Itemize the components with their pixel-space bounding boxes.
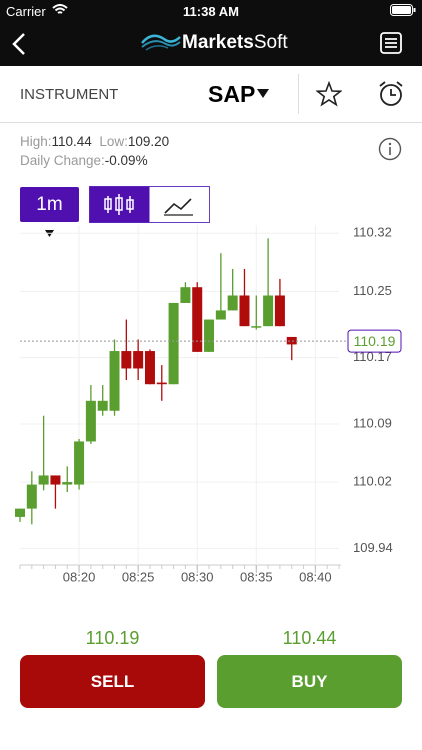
candle-body bbox=[38, 475, 49, 485]
y-tick-label: 110.25 bbox=[353, 283, 392, 298]
daily-change: Daily Change:-0.09% bbox=[20, 151, 169, 170]
candle-body bbox=[156, 382, 167, 385]
instrument-label: INSTRUMENT bbox=[20, 86, 119, 103]
high-low: High:110.44 Low:109.20 bbox=[20, 132, 169, 151]
sell-price: 110.19 bbox=[85, 628, 140, 648]
divider bbox=[298, 74, 299, 114]
buy-price: 110.44 bbox=[282, 628, 337, 648]
candle-body bbox=[97, 400, 108, 411]
candle-body bbox=[227, 295, 238, 311]
high-label: High: bbox=[20, 134, 52, 149]
menu-button[interactable] bbox=[380, 32, 402, 54]
x-tick-label: 08:20 bbox=[63, 569, 96, 584]
buy-button[interactable]: BUY bbox=[217, 655, 402, 708]
candle-body bbox=[74, 441, 85, 485]
sell-button[interactable]: SELL bbox=[20, 655, 205, 708]
favorite-button[interactable] bbox=[316, 81, 342, 107]
candle-body bbox=[263, 295, 274, 327]
back-button[interactable] bbox=[10, 32, 28, 56]
candle-body bbox=[109, 351, 120, 411]
candle-body bbox=[85, 400, 96, 442]
change-value: -0.09% bbox=[104, 153, 148, 168]
candle-body bbox=[62, 482, 73, 485]
instrument-bar: INSTRUMENT SAP bbox=[0, 66, 422, 123]
info-button[interactable] bbox=[378, 137, 402, 161]
chart-type-toggle[interactable] bbox=[89, 186, 210, 223]
last-price-label: 110.19 bbox=[354, 333, 396, 349]
candle-body bbox=[133, 351, 144, 369]
carrier: Carrier bbox=[6, 4, 46, 19]
change-label: Daily Change: bbox=[20, 153, 105, 168]
logo-light: Soft bbox=[253, 32, 288, 53]
low-label: Low: bbox=[99, 134, 128, 149]
header: Carrier 11:38 AM MarketsSoft bbox=[0, 0, 422, 66]
candle-body bbox=[168, 302, 179, 385]
y-tick-label: 110.02 bbox=[353, 474, 392, 489]
candle-body bbox=[251, 326, 262, 328]
candle-body bbox=[26, 484, 37, 509]
interval-button[interactable]: 1m bbox=[20, 187, 79, 222]
y-tick-label: 109.94 bbox=[353, 540, 393, 555]
candle-body bbox=[121, 351, 132, 369]
candle-body bbox=[15, 508, 25, 517]
candle-body bbox=[215, 310, 226, 320]
alarm-button[interactable] bbox=[377, 80, 405, 108]
candle-body bbox=[239, 295, 250, 327]
symbol[interactable]: SAP bbox=[208, 81, 256, 107]
candle-body bbox=[50, 475, 61, 485]
logo-text: MarketsSoft bbox=[182, 32, 288, 54]
y-tick-label: 110.17 bbox=[353, 349, 392, 364]
y-tick-label: 110.09 bbox=[353, 415, 392, 430]
stats: High:110.44 Low:109.20 Daily Change:-0.0… bbox=[20, 132, 169, 170]
x-tick-label: 08:35 bbox=[240, 569, 273, 584]
low-value: 109.20 bbox=[127, 134, 170, 149]
y-tick-label: 110.32 bbox=[353, 225, 392, 240]
candle-body bbox=[204, 319, 215, 352]
x-tick-label: 08:40 bbox=[299, 569, 332, 584]
dropdown-arrow[interactable] bbox=[257, 89, 269, 99]
candle-body bbox=[144, 351, 155, 385]
candle-body bbox=[286, 336, 297, 345]
clock: 11:38 AM bbox=[183, 4, 239, 19]
wifi-icon bbox=[52, 4, 68, 14]
x-tick-label: 08:30 bbox=[181, 569, 214, 584]
candle-body bbox=[274, 295, 285, 327]
price-chart: 08:20 08:25 08:30 08:35 08:40 110.32 110.25 110… bbox=[15, 225, 402, 584]
logo-bold: Markets bbox=[182, 32, 254, 53]
x-tick-label: 08:25 bbox=[122, 569, 155, 584]
candle-body bbox=[192, 287, 203, 352]
logo-icon bbox=[141, 34, 181, 51]
battery-icon bbox=[390, 4, 416, 16]
high-value: 110.44 bbox=[51, 134, 92, 149]
candle-body bbox=[180, 287, 191, 303]
last-price-box bbox=[347, 329, 402, 353]
